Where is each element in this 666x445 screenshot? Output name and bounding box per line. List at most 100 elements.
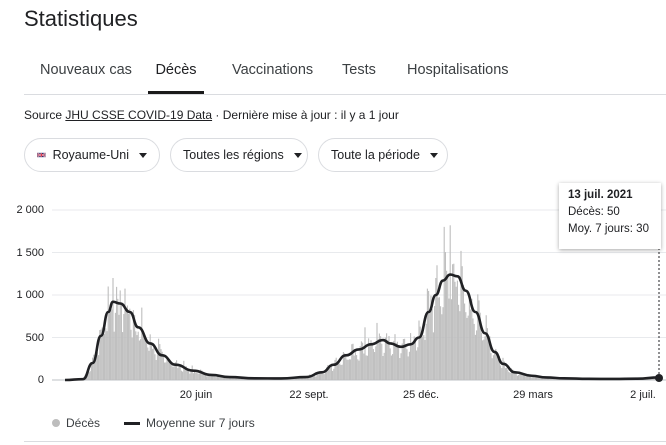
daily-death-bar (550, 378, 552, 380)
daily-death-bar (447, 274, 449, 380)
daily-death-bar (191, 365, 193, 380)
tab-nouveaux-cas[interactable]: Nouveaux cas (40, 62, 132, 78)
tab-deces[interactable]: Décès (148, 48, 204, 94)
daily-death-bar (329, 367, 331, 380)
daily-death-bar (88, 372, 90, 380)
y-tick-label: 1 000 (16, 289, 44, 301)
y-tick-label: 0 (37, 374, 44, 386)
daily-death-bar (476, 330, 478, 380)
daily-death-bar (383, 352, 385, 380)
daily-death-bar (506, 367, 508, 380)
chevron-down-icon (139, 152, 147, 158)
page-title: Statistiques (24, 6, 138, 31)
daily-death-bar (101, 327, 103, 380)
country-filter[interactable]: Royaume-Uni (24, 138, 160, 172)
daily-death-bar (406, 349, 408, 380)
daily-death-bar (484, 336, 486, 380)
daily-death-bar (440, 306, 442, 380)
legend-line-label: Moyenne sur 7 jours (146, 416, 255, 430)
daily-death-bar (399, 358, 401, 380)
daily-death-bar (312, 374, 314, 380)
daily-death-bar (516, 375, 518, 380)
daily-death-bar (240, 378, 242, 380)
daily-death-bar (315, 376, 317, 380)
daily-death-bar (359, 346, 361, 380)
daily-death-bar (372, 349, 374, 380)
daily-death-bar (116, 286, 118, 380)
daily-death-bar (485, 315, 487, 380)
daily-death-bar (224, 376, 226, 380)
daily-death-bar (496, 356, 498, 380)
daily-death-bar (155, 359, 157, 380)
daily-death-bar (132, 310, 134, 380)
daily-death-bar (118, 314, 120, 380)
daily-death-bar (537, 376, 539, 380)
daily-death-bar (388, 335, 390, 380)
daily-death-bar (230, 377, 232, 380)
daily-death-bar (354, 352, 356, 380)
daily-death-bar (124, 288, 126, 380)
daily-death-bar (140, 339, 142, 380)
daily-death-bar (375, 346, 377, 380)
daily-death-bar (507, 369, 509, 380)
daily-death-bar (161, 351, 163, 380)
daily-death-bar (137, 331, 139, 380)
daily-death-bar (420, 332, 422, 380)
chart-tooltip: 13 juil. 2021 Décès: 50 Moy. 7 jours: 30 (559, 183, 661, 249)
daily-death-bar (515, 371, 517, 380)
bar-legend-swatch (52, 419, 60, 427)
daily-death-bar (429, 309, 431, 380)
daily-death-bar (400, 353, 402, 380)
daily-death-bar (206, 376, 208, 380)
daily-death-bar (184, 366, 186, 380)
daily-death-bar (119, 290, 121, 380)
daily-death-bar (486, 328, 488, 380)
daily-death-bar (174, 362, 176, 380)
daily-death-bar (498, 356, 500, 380)
daily-death-bar (117, 298, 119, 380)
tabs-divider (24, 94, 666, 95)
x-tick-label: 20 juin (179, 389, 213, 401)
daily-death-bar (551, 378, 553, 380)
tab-vaccinations[interactable]: Vaccinations (232, 62, 314, 78)
daily-death-bar (346, 359, 348, 380)
daily-death-bar (189, 373, 191, 380)
daily-death-bar (407, 356, 409, 380)
daily-death-bar (130, 329, 132, 380)
daily-death-bar (122, 332, 124, 380)
daily-death-bar (474, 334, 476, 380)
daily-death-bar (177, 368, 179, 380)
period-filter[interactable]: Toute la période (318, 138, 448, 172)
tab-hospitalisations[interactable]: Hospitalisations (407, 62, 509, 78)
daily-death-bar (380, 336, 382, 380)
daily-death-bar (165, 362, 167, 380)
daily-death-bar (136, 335, 138, 380)
source-link[interactable]: JHU CSSE COVID-19 Data (65, 108, 213, 122)
daily-death-bar (152, 348, 154, 380)
daily-death-bar (483, 339, 485, 380)
tooltip-daily-deaths: Décès: 50 (568, 206, 620, 218)
source-prefix: Source (24, 108, 66, 122)
daily-death-bar (464, 303, 466, 380)
daily-death-bar (408, 351, 410, 380)
daily-death-bar (201, 370, 203, 380)
daily-death-bar (651, 378, 653, 380)
daily-death-bar (113, 331, 115, 380)
daily-death-bar (327, 365, 329, 380)
daily-death-bar (410, 333, 412, 380)
daily-death-bar (540, 377, 542, 380)
daily-death-bar (323, 374, 325, 380)
tab-tests[interactable]: Tests (342, 62, 376, 78)
daily-death-bar (153, 343, 155, 380)
daily-death-bar (228, 376, 230, 380)
daily-death-bar (492, 355, 494, 380)
daily-death-bar (108, 309, 110, 380)
daily-death-bar (99, 330, 101, 380)
daily-death-bar (386, 333, 388, 380)
daily-death-bar (526, 376, 528, 380)
region-filter[interactable]: Toutes les régions (170, 138, 308, 172)
daily-death-bar (471, 298, 473, 380)
daily-death-bar (110, 304, 112, 380)
y-tick-label: 1 500 (16, 247, 44, 259)
